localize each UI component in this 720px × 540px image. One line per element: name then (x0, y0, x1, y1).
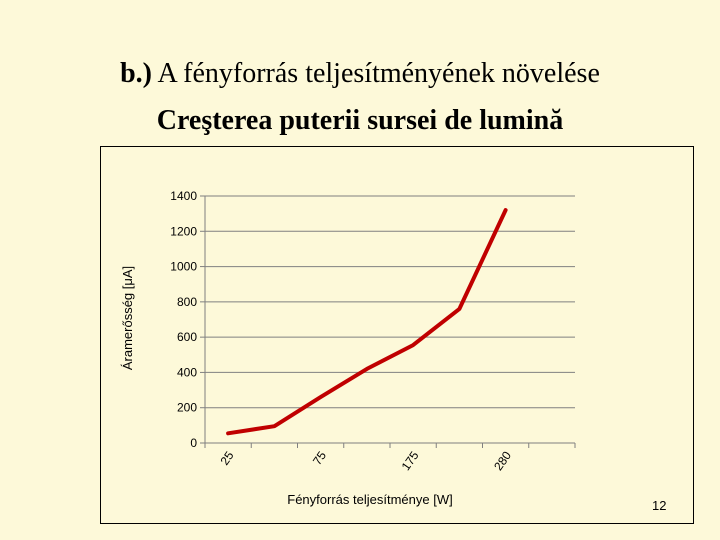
y-tick-label: 1200 (170, 224, 197, 238)
x-tick-label: 280 (491, 448, 514, 473)
y-tick-label: 0 (190, 436, 197, 450)
x-tick-label: 75 (310, 448, 329, 467)
x-tick-label: 175 (399, 448, 422, 473)
y-tick-label: 600 (177, 330, 197, 344)
x-tick-labels: 25 75 175 280 (217, 448, 514, 473)
chart-series (226, 208, 508, 436)
slide-title-prefix: b.) (120, 58, 153, 89)
y-tick-labels: 0 200 400 600 800 1000 1200 1400 (170, 189, 197, 450)
y-tick-label: 800 (177, 295, 197, 309)
y-tick-label: 1000 (170, 260, 197, 274)
y-tick-label: 400 (177, 365, 197, 379)
slide-title-text: A fényforrás teljesítményének növelése (152, 58, 600, 89)
x-axis-label: Fényforrás teljesítménye [W] (287, 492, 452, 507)
y-axis-label: Áramerősség [μA] (120, 266, 135, 370)
x-tick-label: 25 (217, 448, 236, 467)
page-number: 12 (652, 498, 667, 513)
y-tick-label: 1400 (170, 189, 197, 203)
chart-frame (100, 146, 694, 524)
y-tick-label: 200 (177, 401, 197, 415)
slide-title: b.) A fényforrás teljesítményének növelé… (0, 58, 720, 90)
slide-subtitle: Creşterea puterii sursei de lumină (156, 105, 564, 136)
chart-gridlines (200, 195, 576, 448)
series-line (226, 208, 508, 436)
